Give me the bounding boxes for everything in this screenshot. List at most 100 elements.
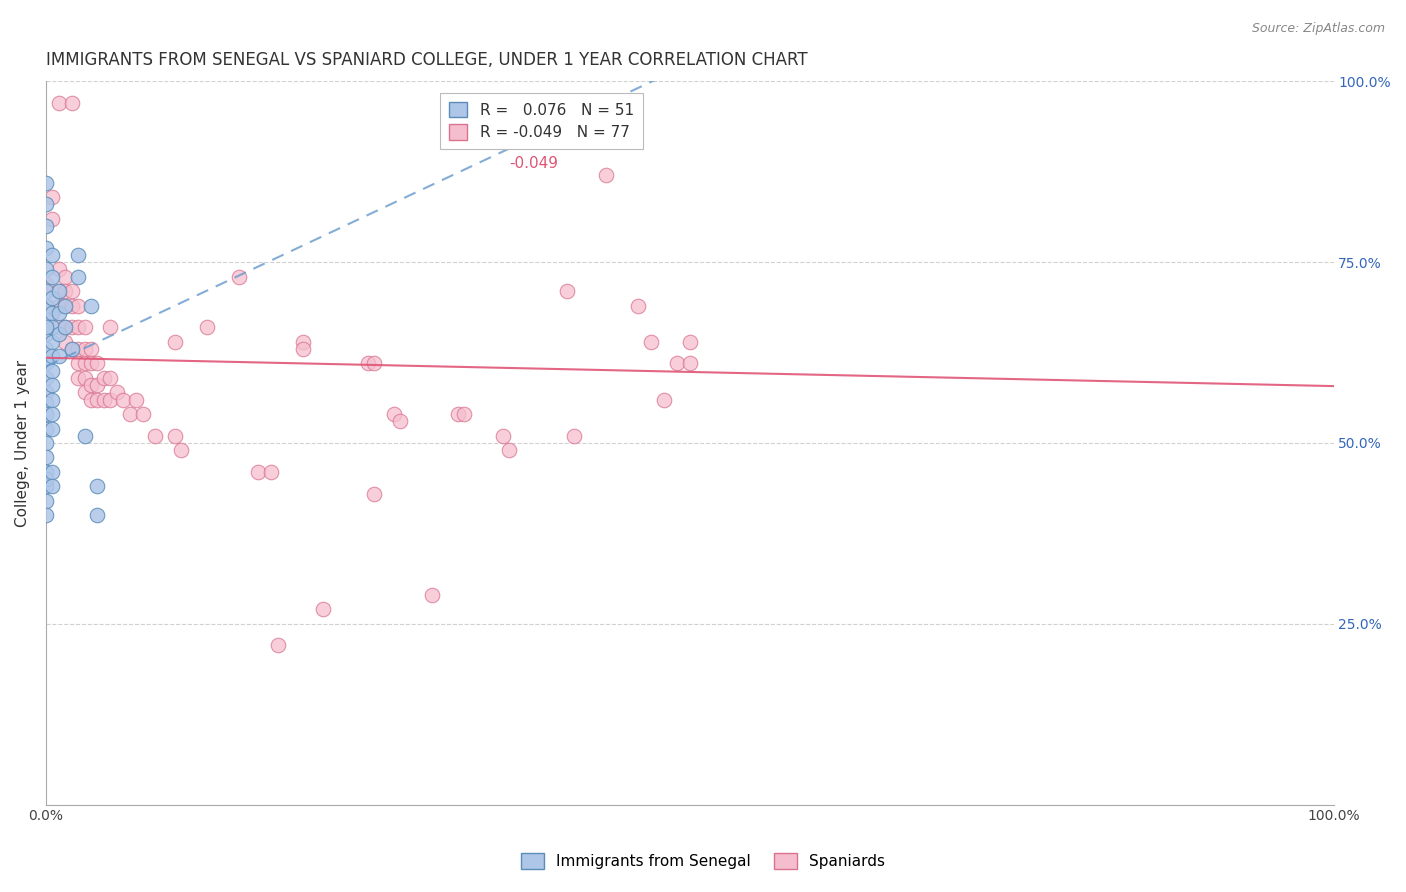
Point — [41, 211, 63, 226]
Text: -0.049: -0.049 — [509, 156, 558, 170]
Point — [562, 429, 585, 443]
Point — [35, 262, 58, 277]
Point — [67, 248, 90, 262]
Point — [35, 241, 58, 255]
Point — [35, 385, 58, 400]
Point — [80, 392, 103, 407]
Point — [80, 378, 103, 392]
Point — [73, 429, 96, 443]
Point — [112, 392, 135, 407]
Point — [679, 334, 702, 349]
Point — [48, 284, 70, 298]
Point — [35, 176, 58, 190]
Point — [67, 269, 90, 284]
Point — [125, 392, 148, 407]
Point — [363, 486, 385, 500]
Point — [41, 269, 63, 284]
Point — [41, 479, 63, 493]
Point — [627, 299, 650, 313]
Point — [67, 342, 90, 356]
Point — [80, 342, 103, 356]
Point — [53, 320, 76, 334]
Point — [86, 508, 108, 523]
Point — [357, 356, 380, 370]
Point — [35, 479, 58, 493]
Point — [267, 639, 290, 653]
Point — [48, 262, 70, 277]
Point — [48, 284, 70, 298]
Point — [41, 291, 63, 305]
Point — [60, 320, 83, 334]
Point — [53, 299, 76, 313]
Point — [41, 392, 63, 407]
Point — [41, 190, 63, 204]
Point — [80, 299, 103, 313]
Point — [35, 284, 58, 298]
Point — [557, 284, 579, 298]
Point — [53, 334, 76, 349]
Point — [67, 320, 90, 334]
Point — [48, 320, 70, 334]
Point — [420, 588, 443, 602]
Point — [73, 342, 96, 356]
Point — [93, 371, 115, 385]
Point — [73, 356, 96, 370]
Point — [93, 392, 115, 407]
Point — [67, 299, 90, 313]
Point — [35, 342, 58, 356]
Point — [665, 356, 688, 370]
Point — [41, 465, 63, 479]
Point — [80, 356, 103, 370]
Point — [48, 96, 70, 111]
Point — [41, 421, 63, 435]
Point — [73, 320, 96, 334]
Point — [35, 299, 58, 313]
Y-axis label: College, Under 1 year: College, Under 1 year — [15, 359, 30, 526]
Text: IMMIGRANTS FROM SENEGAL VS SPANIARD COLLEGE, UNDER 1 YEAR CORRELATION CHART: IMMIGRANTS FROM SENEGAL VS SPANIARD COLL… — [46, 51, 807, 69]
Point — [53, 320, 76, 334]
Point — [652, 392, 675, 407]
Point — [60, 284, 83, 298]
Point — [60, 96, 83, 111]
Point — [453, 407, 475, 421]
Point — [163, 429, 186, 443]
Point — [41, 320, 63, 334]
Point — [98, 320, 121, 334]
Point — [60, 342, 83, 356]
Point — [35, 371, 58, 385]
Point — [86, 479, 108, 493]
Point — [67, 371, 90, 385]
Text: 0.076: 0.076 — [513, 133, 557, 147]
Point — [312, 602, 335, 616]
Point — [35, 465, 58, 479]
Point — [498, 443, 520, 458]
Point — [447, 407, 470, 421]
Point — [382, 407, 405, 421]
Point — [389, 414, 412, 428]
Point — [247, 465, 270, 479]
Point — [35, 493, 58, 508]
Point — [35, 356, 58, 370]
Point — [260, 465, 283, 479]
Point — [48, 306, 70, 320]
Point — [35, 450, 58, 465]
Point — [41, 378, 63, 392]
Point — [228, 269, 250, 284]
Point — [35, 219, 58, 233]
Point — [145, 429, 167, 443]
Point — [86, 392, 108, 407]
Point — [67, 356, 90, 370]
Legend: R =   0.076   N = 51, R = -0.049   N = 77: R = 0.076 N = 51, R = -0.049 N = 77 — [440, 93, 643, 149]
Point — [35, 508, 58, 523]
Point — [679, 356, 702, 370]
Point — [292, 334, 315, 349]
Legend: Immigrants from Senegal, Spaniards: Immigrants from Senegal, Spaniards — [515, 847, 891, 875]
Point — [98, 392, 121, 407]
Point — [35, 436, 58, 450]
Point — [35, 396, 58, 410]
Point — [48, 327, 70, 342]
Point — [118, 407, 141, 421]
Point — [53, 284, 76, 298]
Point — [35, 313, 58, 327]
Point — [41, 364, 63, 378]
